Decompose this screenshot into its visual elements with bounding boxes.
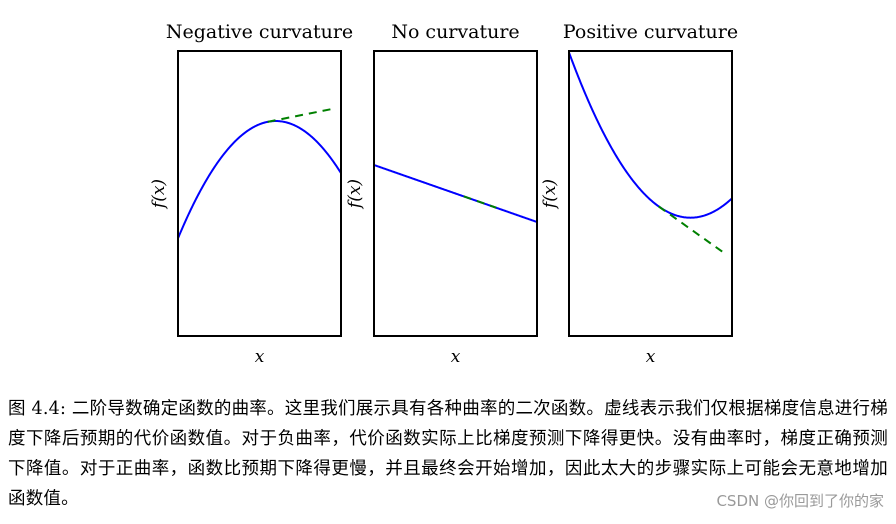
panel-1: Negative curvature x f(x) <box>149 21 353 367</box>
panel-title: Positive curvature <box>563 21 738 43</box>
gradient-prediction-line <box>267 107 334 123</box>
x-axis-label: x <box>451 347 461 367</box>
function-curve <box>374 164 537 223</box>
panel-frame <box>177 50 342 337</box>
panel-frame <box>568 50 733 337</box>
gradient-prediction-line <box>463 195 497 209</box>
y-axis-label: f(x) <box>345 179 365 210</box>
panel-2: No curvature x f(x) <box>345 21 538 367</box>
x-axis-label: x <box>255 347 265 367</box>
curvature-figure: Negative curvature x f(x) No curvature x f(x)… <box>149 21 738 367</box>
panel-title: No curvature <box>391 21 519 43</box>
panel-3: Positive curvature x f(x) <box>540 21 738 367</box>
panel-frame <box>373 50 538 337</box>
y-axis-label: f(x) <box>149 179 169 210</box>
panel-title: Negative curvature <box>166 21 353 43</box>
y-axis-label: f(x) <box>540 179 560 210</box>
figure-caption: 图 4.4: 二阶导数确定函数的曲率。这里我们展示具有各种曲率的二次函数。虚线表… <box>8 399 888 509</box>
watermark: CSDN @你回到了你的家 <box>712 488 888 513</box>
x-axis-label: x <box>646 347 656 367</box>
function-curve <box>178 120 341 239</box>
function-curve <box>569 52 732 219</box>
